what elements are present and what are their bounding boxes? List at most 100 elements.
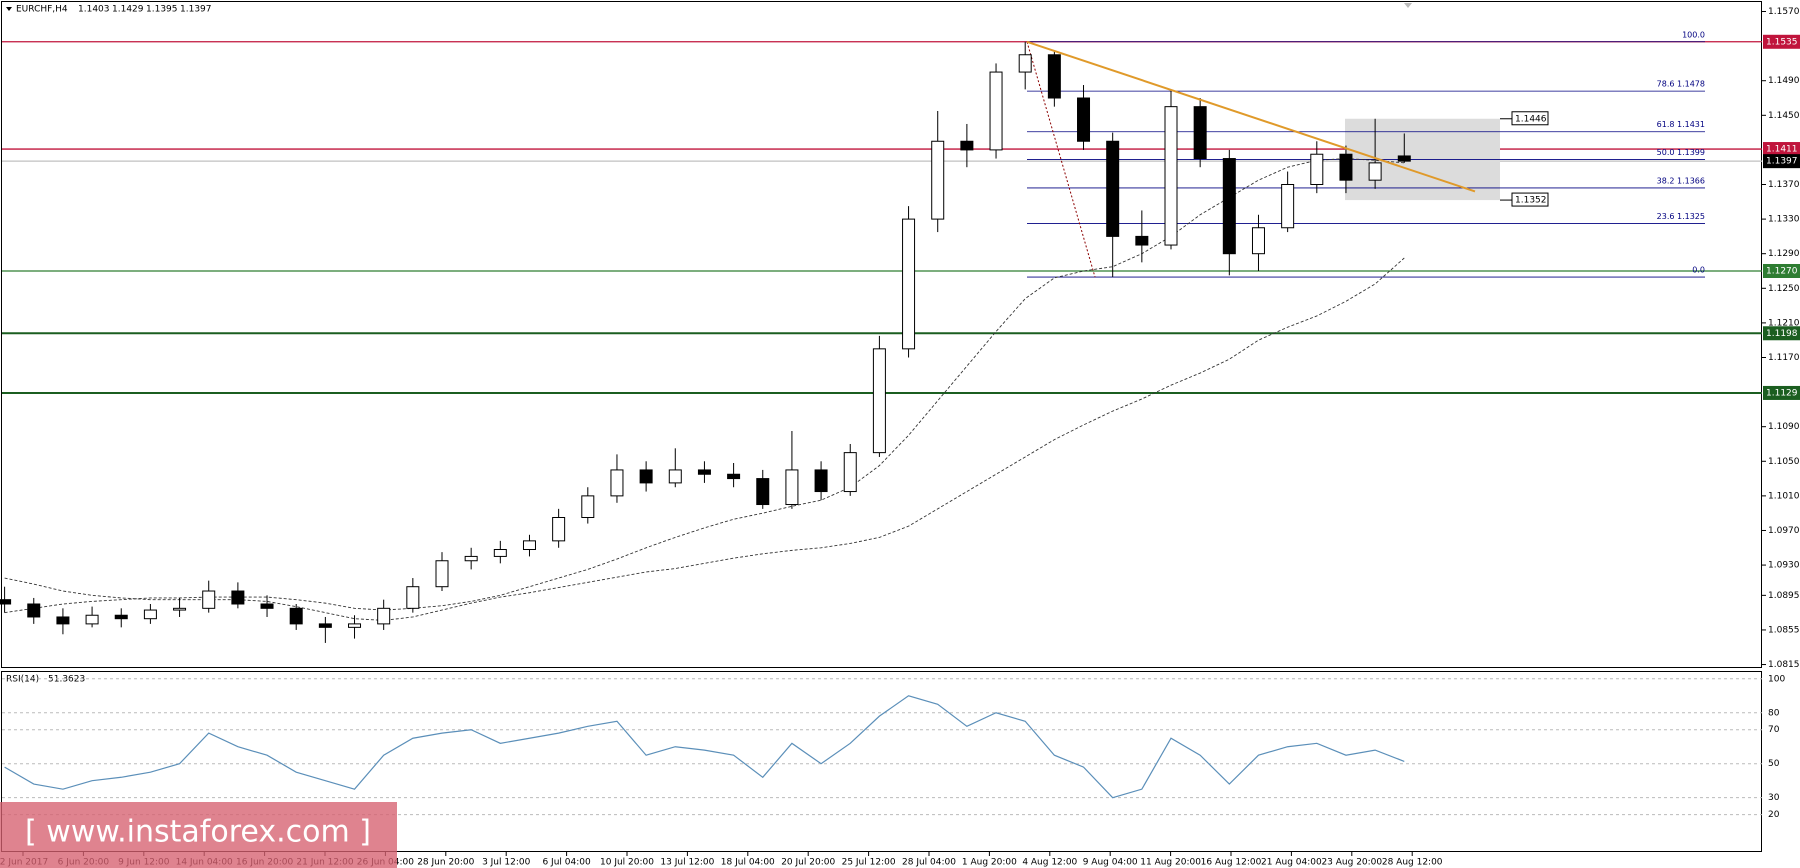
rsi-tick-label: 80 [1768, 708, 1780, 718]
fib-label: 100.0 [1682, 30, 1705, 39]
level-label: 1.1535 [1766, 37, 1798, 47]
y-tick-label: 1.0930 [1768, 561, 1800, 571]
candle-body [85, 614, 99, 625]
level-tag [1763, 326, 1800, 341]
rsi-tick-label: 70 [1768, 725, 1780, 735]
candle-body [202, 590, 216, 609]
box-label-frame [1511, 192, 1549, 207]
y-tick-label: 1.0815 [1768, 660, 1800, 670]
candle-body [902, 218, 916, 350]
candle-body [522, 540, 536, 551]
rsi-tick-label: 20 [1768, 810, 1780, 820]
y-tick-label: 1.1010 [1768, 491, 1800, 501]
level-tag [1763, 154, 1800, 169]
x-tick-label: 16 Aug 12:00 [1201, 858, 1262, 868]
candle-body [0, 599, 12, 605]
level-label: 1.1397 [1766, 157, 1798, 167]
level-tag [1763, 142, 1800, 157]
y-tick-label: 1.1050 [1768, 457, 1800, 467]
rsi-panel [1, 671, 1762, 852]
y-tick-label: 1.1370 [1768, 180, 1800, 190]
box-label-frame [1511, 111, 1549, 126]
candle-body [1251, 227, 1265, 255]
candle-body [493, 549, 507, 557]
candle-body [756, 478, 770, 506]
y-tick-label: 1.1170 [1768, 353, 1800, 363]
candle-body [348, 623, 362, 628]
fib-label: 38.2 1.1366 [1657, 176, 1705, 185]
fib-label: 50.0 1.1399 [1657, 148, 1705, 157]
x-tick-label: 28 Jul 04:00 [902, 858, 956, 868]
candle-body [697, 469, 711, 475]
symbol: EURCHF,H4 [16, 5, 68, 15]
y-tick-label: 1.1330 [1768, 215, 1800, 225]
y-tick-label: 1.1090 [1768, 422, 1800, 432]
y-tick-label: 1.1210 [1768, 318, 1800, 328]
x-tick-label: 13 Jul 12:00 [660, 858, 714, 868]
shift-marker [1404, 3, 1412, 8]
candle-body [843, 452, 857, 493]
rsi-tick-label: 50 [1768, 759, 1780, 769]
x-tick-label: 20 Jul 20:00 [781, 858, 835, 868]
y-tick-label: 1.0895 [1768, 591, 1800, 601]
level-label: 1.1411 [1766, 145, 1798, 155]
y-tick-label: 1.1450 [1768, 111, 1800, 121]
trendline [1026, 40, 1476, 193]
candle-body [318, 623, 332, 628]
watermark-bg [0, 802, 397, 868]
candle-body [1077, 97, 1091, 142]
candle-body [435, 560, 449, 588]
fib-label: 0.0 [1692, 266, 1705, 275]
candle-body [173, 607, 187, 611]
candle-body [1281, 184, 1295, 229]
x-tick-label: 23 Aug 20:00 [1321, 858, 1382, 868]
candle-body [989, 71, 1003, 151]
x-tick-label: 10 Jul 20:00 [600, 858, 654, 868]
level-tag [1763, 385, 1800, 400]
main-panel [1, 1, 1762, 668]
candle-body [814, 469, 828, 493]
x-tick-label: 28 Jun 20:00 [417, 858, 474, 868]
candle-body [1310, 153, 1324, 186]
candle-body [27, 603, 41, 618]
x-tick-label: 4 Aug 12:00 [1022, 858, 1077, 868]
candle-body [1018, 54, 1032, 73]
y-tick-label: 1.0855 [1768, 625, 1800, 635]
rsi-tick-label: 100 [1768, 674, 1785, 684]
y-tick-label: 1.1250 [1768, 284, 1800, 294]
x-tick-label: 28 Aug 12:00 [1382, 858, 1443, 868]
candle-body [1047, 54, 1061, 99]
rsi-last: 51.3623 [48, 675, 85, 685]
rsi-tick-label: 30 [1768, 793, 1780, 803]
candle-body [1193, 106, 1207, 160]
candle-body [1397, 155, 1411, 162]
watermark: [ www.instaforex.com ] [25, 815, 371, 850]
candle-body [610, 469, 624, 497]
fib-label: 23.6 1.1325 [1657, 212, 1705, 221]
x-tick-label: 9 Aug 04:00 [1083, 858, 1138, 868]
candle-body [143, 609, 157, 620]
x-tick-label: 18 Jul 04:00 [721, 858, 775, 868]
candle-body [872, 348, 886, 454]
x-tick-label: 6 Jul 04:00 [542, 858, 591, 868]
candle-body [552, 517, 566, 542]
candle-body [1106, 140, 1120, 237]
rsi-line [4, 695, 1405, 799]
level-label: 1.1129 [1766, 388, 1798, 398]
candle-body [931, 140, 945, 220]
header-open: 1.1403 [78, 5, 110, 15]
level-tag [1763, 263, 1800, 278]
candle-body [1368, 162, 1382, 181]
fib-label: 78.6 1.1478 [1657, 80, 1705, 89]
menu-arrow[interactable] [6, 7, 12, 11]
fib-diagonal [1026, 41, 1096, 278]
x-tick-label: 3 Jul 12:00 [482, 858, 531, 868]
candle-body [785, 469, 799, 506]
level-label: 1.1198 [1766, 329, 1798, 339]
x-tick-label: 11 Aug 20:00 [1140, 858, 1201, 868]
candle-body [581, 495, 595, 519]
candle-body [464, 555, 478, 562]
candle-body [260, 603, 274, 609]
